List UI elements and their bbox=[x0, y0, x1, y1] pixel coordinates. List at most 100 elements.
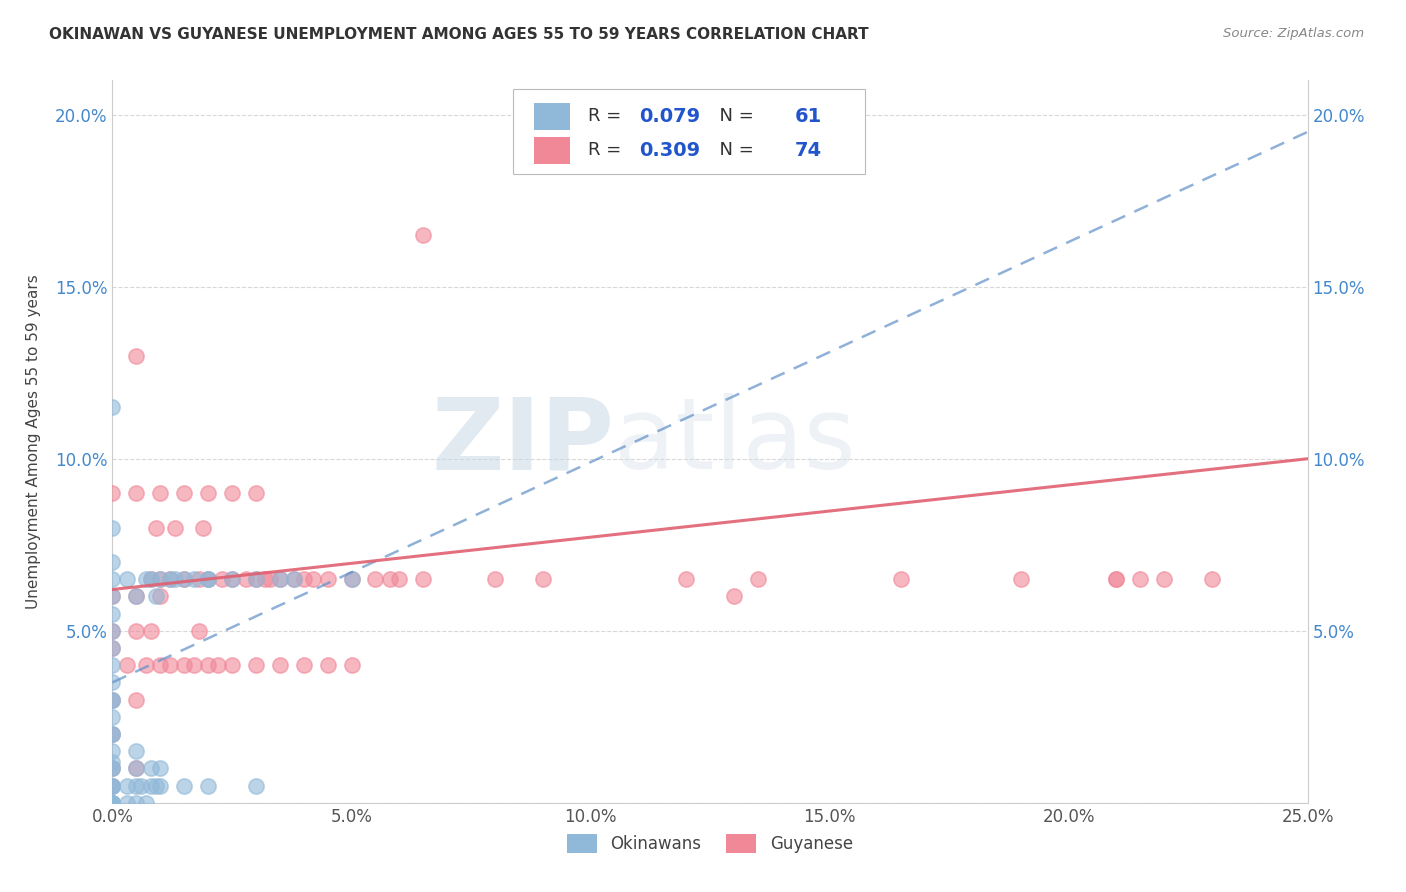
FancyBboxPatch shape bbox=[513, 89, 866, 174]
Point bbox=[101, 761, 124, 775]
Point bbox=[145, 779, 167, 793]
Point bbox=[531, 572, 554, 586]
Text: OKINAWAN VS GUYANESE UNEMPLOYMENT AMONG AGES 55 TO 59 YEARS CORRELATION CHART: OKINAWAN VS GUYANESE UNEMPLOYMENT AMONG … bbox=[49, 27, 869, 42]
Point bbox=[340, 572, 363, 586]
Point bbox=[197, 486, 219, 500]
Point bbox=[101, 755, 124, 769]
Point bbox=[125, 590, 148, 604]
Point bbox=[207, 658, 229, 673]
Point bbox=[145, 520, 167, 534]
Point bbox=[197, 572, 219, 586]
Point bbox=[183, 658, 205, 673]
Text: 0.309: 0.309 bbox=[640, 141, 700, 160]
Point bbox=[173, 779, 195, 793]
Point bbox=[149, 658, 172, 673]
Point bbox=[115, 796, 138, 810]
Point bbox=[101, 400, 124, 414]
Point bbox=[378, 572, 401, 586]
Text: 74: 74 bbox=[794, 141, 823, 160]
Point bbox=[316, 572, 339, 586]
Point bbox=[221, 486, 243, 500]
Point bbox=[139, 624, 162, 638]
Point bbox=[101, 640, 124, 655]
Point bbox=[101, 590, 124, 604]
Point bbox=[221, 572, 243, 586]
Point bbox=[340, 658, 363, 673]
Point bbox=[101, 590, 124, 604]
Point bbox=[149, 779, 172, 793]
Point bbox=[125, 486, 148, 500]
Point bbox=[1010, 572, 1032, 586]
Point bbox=[101, 520, 124, 534]
Point bbox=[101, 727, 124, 741]
Point bbox=[129, 779, 152, 793]
Text: N =: N = bbox=[707, 141, 759, 160]
Point bbox=[125, 779, 148, 793]
Point bbox=[283, 572, 305, 586]
Point bbox=[101, 779, 124, 793]
Point bbox=[747, 572, 769, 586]
Point bbox=[101, 710, 124, 724]
Point bbox=[139, 572, 162, 586]
Point bbox=[245, 572, 267, 586]
Point bbox=[149, 486, 172, 500]
Text: R =: R = bbox=[588, 107, 627, 125]
Point bbox=[149, 572, 172, 586]
Point bbox=[101, 692, 124, 706]
Point bbox=[173, 572, 195, 586]
Point bbox=[1153, 572, 1175, 586]
Point bbox=[101, 624, 124, 638]
Point bbox=[675, 572, 697, 586]
Point bbox=[388, 572, 411, 586]
Text: R =: R = bbox=[588, 141, 627, 160]
Point bbox=[101, 796, 124, 810]
Point bbox=[159, 572, 181, 586]
Point bbox=[115, 572, 138, 586]
Point bbox=[125, 761, 148, 775]
Point bbox=[101, 796, 124, 810]
Text: atlas: atlas bbox=[614, 393, 856, 490]
Point bbox=[115, 658, 138, 673]
Point bbox=[149, 572, 172, 586]
Point bbox=[101, 796, 124, 810]
Point bbox=[1129, 572, 1152, 586]
Point bbox=[197, 572, 219, 586]
Point bbox=[135, 796, 157, 810]
Point bbox=[101, 761, 124, 775]
Point bbox=[340, 572, 363, 586]
Point bbox=[197, 779, 219, 793]
Text: ZIP: ZIP bbox=[432, 393, 614, 490]
Point bbox=[125, 744, 148, 758]
Point bbox=[159, 658, 181, 673]
Point bbox=[1105, 572, 1128, 586]
Point bbox=[101, 761, 124, 775]
Point bbox=[101, 727, 124, 741]
Point bbox=[197, 572, 219, 586]
Text: Source: ZipAtlas.com: Source: ZipAtlas.com bbox=[1223, 27, 1364, 40]
Point bbox=[101, 692, 124, 706]
Point bbox=[890, 572, 912, 586]
Point bbox=[292, 572, 315, 586]
Point bbox=[101, 779, 124, 793]
Point bbox=[412, 572, 434, 586]
Point bbox=[221, 658, 243, 673]
Point bbox=[183, 572, 205, 586]
Point bbox=[145, 590, 167, 604]
Point bbox=[245, 658, 267, 673]
Point bbox=[484, 572, 506, 586]
Point bbox=[292, 658, 315, 673]
Point bbox=[115, 779, 138, 793]
Point bbox=[125, 590, 148, 604]
Point bbox=[101, 744, 124, 758]
Point bbox=[101, 796, 124, 810]
Point bbox=[1201, 572, 1223, 586]
Point bbox=[149, 761, 172, 775]
Point bbox=[101, 607, 124, 621]
Point bbox=[101, 675, 124, 690]
Point bbox=[269, 658, 291, 673]
Point bbox=[101, 555, 124, 569]
Point bbox=[283, 572, 305, 586]
Point bbox=[101, 727, 124, 741]
Point bbox=[193, 520, 215, 534]
Text: N =: N = bbox=[707, 107, 759, 125]
